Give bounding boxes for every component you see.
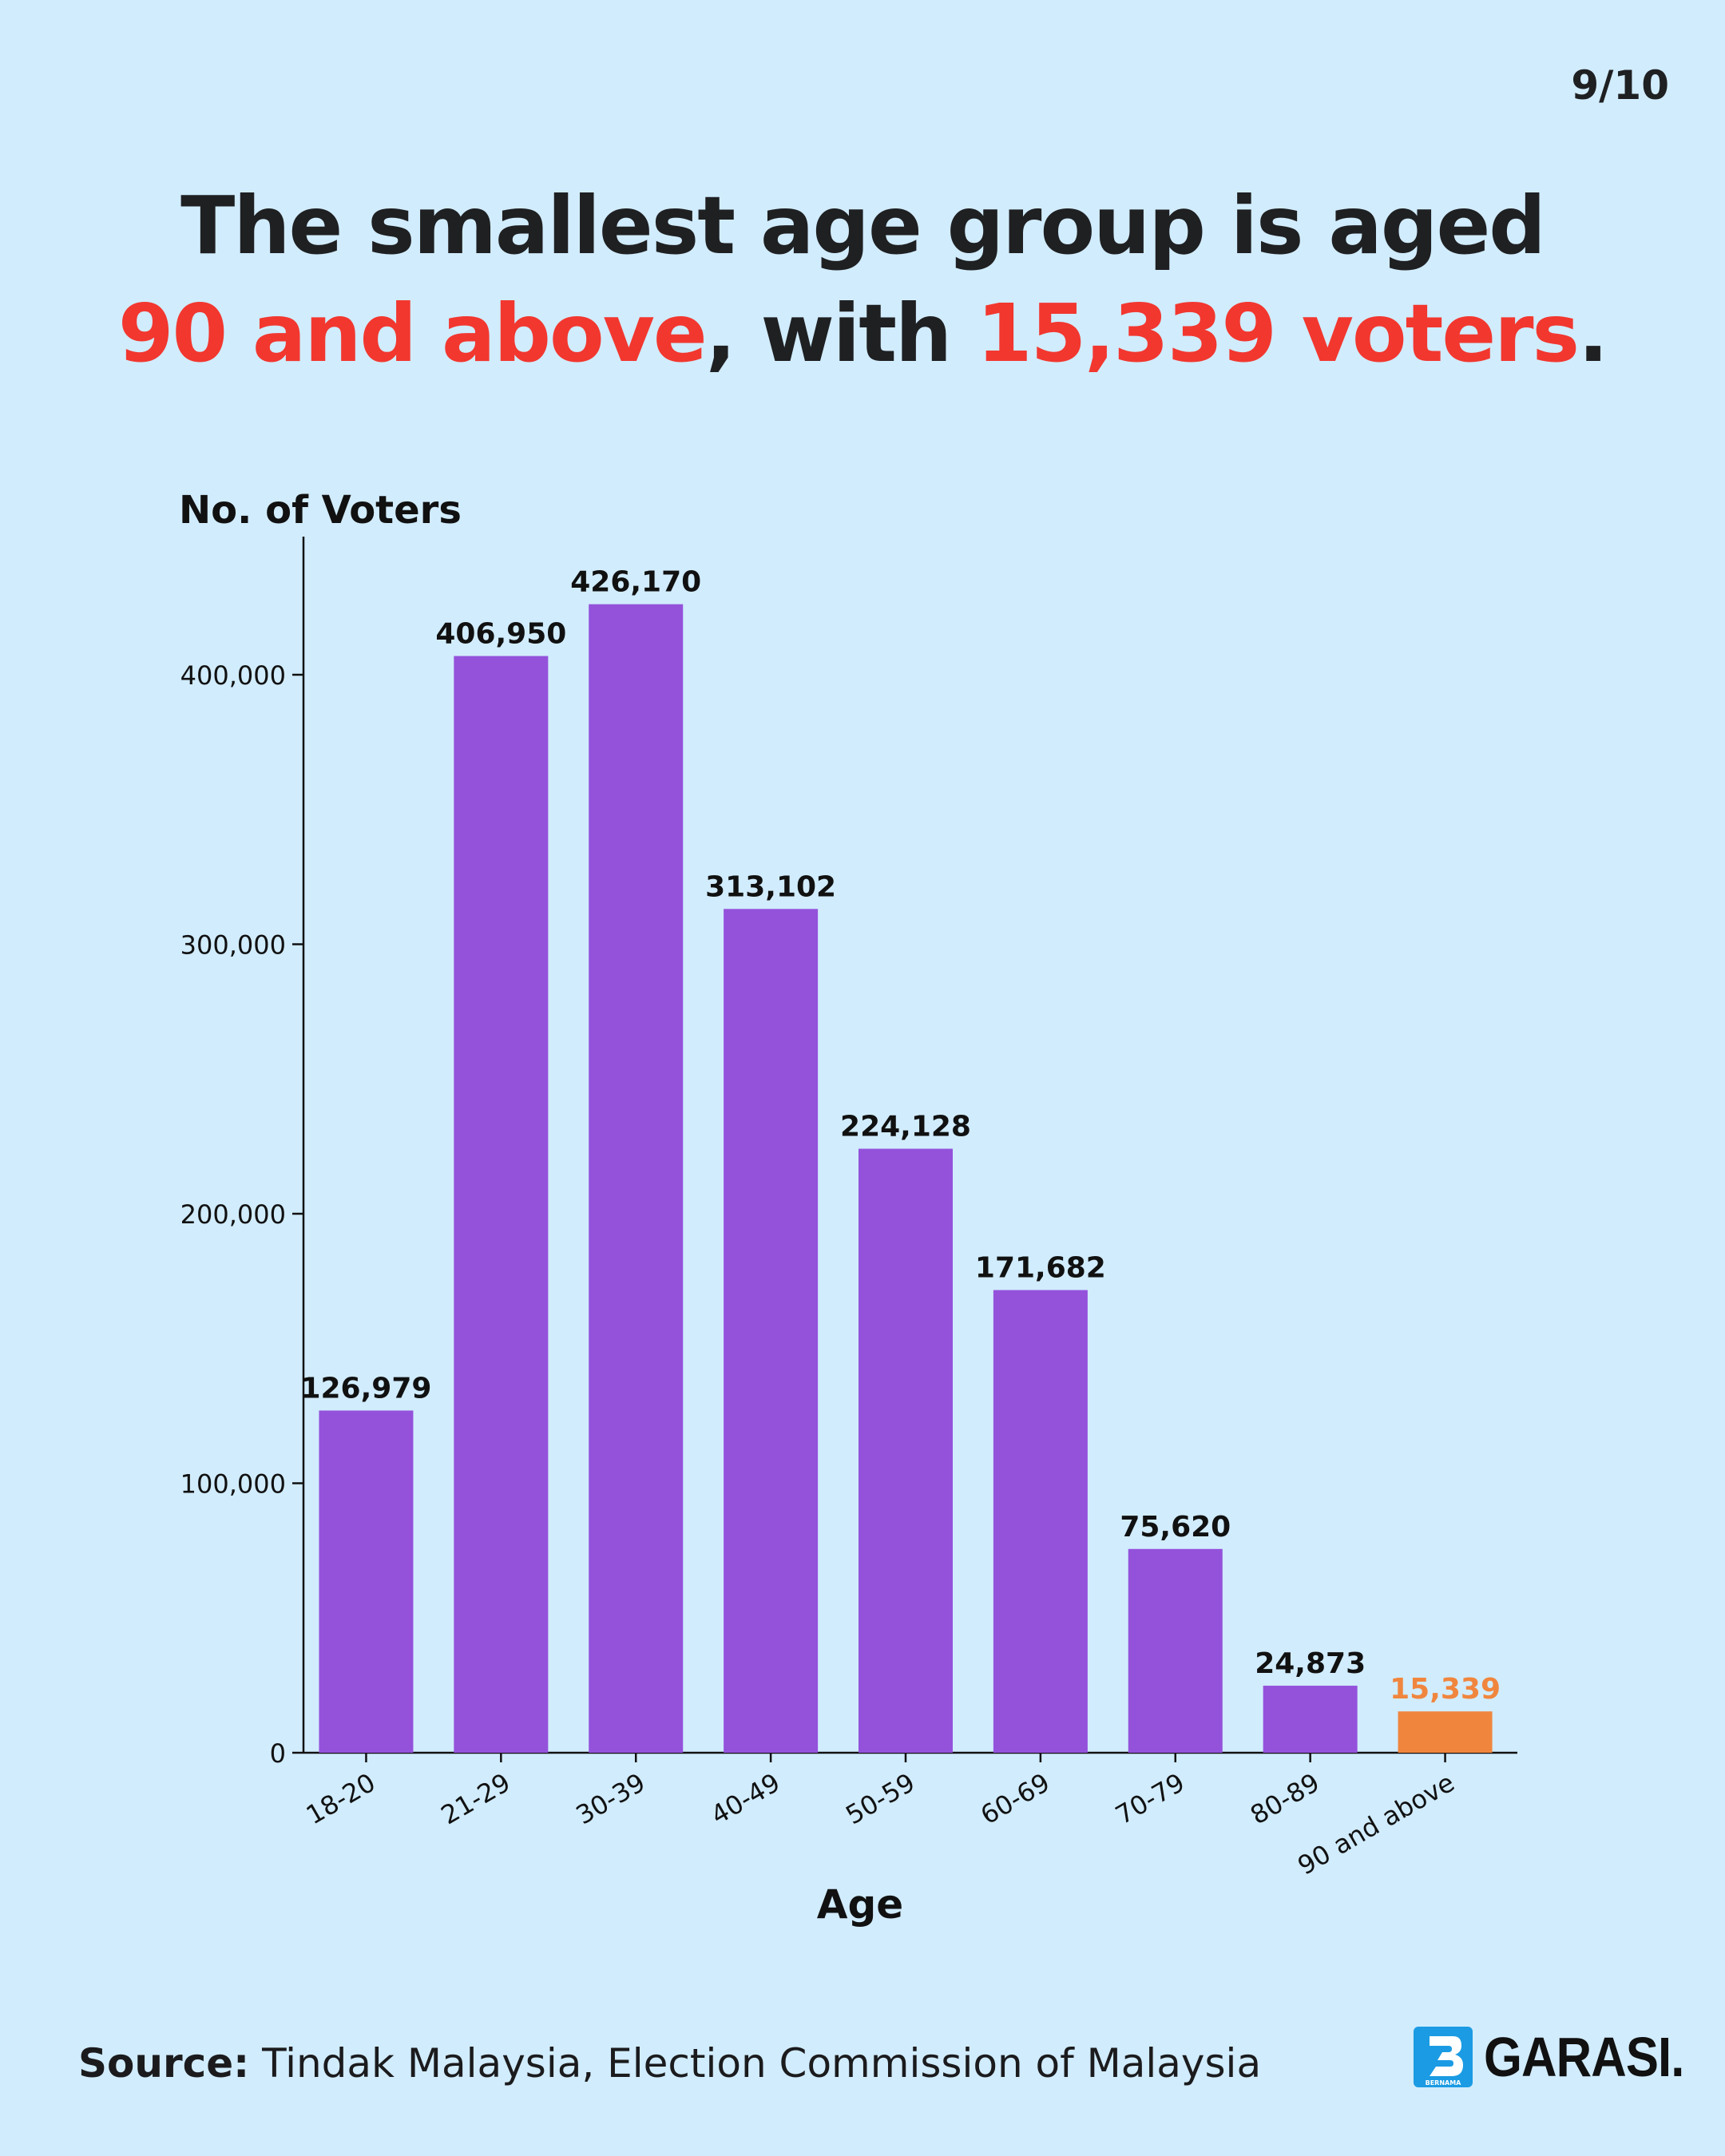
bar <box>319 1410 414 1753</box>
bar <box>1128 1548 1223 1753</box>
bar-value-label: 126,979 <box>300 1372 431 1405</box>
brand-logo: BERNAMA GARASI. <box>1414 2025 1711 2089</box>
page-counter: 9/10 <box>1571 62 1669 109</box>
y-tick-label: 400,000 <box>180 660 286 691</box>
bernama-b-logo-icon: BERNAMA <box>1414 2027 1473 2087</box>
bar <box>454 656 549 1754</box>
headline: The smallest age group is aged 90 and ab… <box>0 172 1725 387</box>
y-tick-label: 100,000 <box>180 1469 286 1500</box>
x-tick-label: 50-59 <box>840 1767 920 1830</box>
brand-wordmark: GARASI. <box>1484 2026 1684 2088</box>
bar-value-label: 426,170 <box>570 566 701 599</box>
headline-highlight-age: 90 and above <box>117 287 708 380</box>
source-note: Source: Tindak Malaysia, Election Commis… <box>78 2040 1261 2087</box>
x-tick-label: 70-79 <box>1110 1767 1190 1830</box>
bar-value-label: 24,873 <box>1255 1647 1366 1680</box>
highlight-bar <box>1398 1711 1493 1753</box>
bar-value-label: 224,128 <box>840 1111 971 1143</box>
x-tick-label: 18-20 <box>301 1767 381 1830</box>
bar <box>724 909 819 1753</box>
source-label: Source: <box>78 2040 250 2087</box>
y-tick-label: 0 <box>270 1738 286 1769</box>
x-tick-label: 60-69 <box>975 1767 1055 1830</box>
bar <box>589 604 684 1753</box>
x-tick-label: 40-49 <box>706 1767 786 1830</box>
bar-value-label: 75,620 <box>1120 1511 1231 1544</box>
brand-sub-label: BERNAMA <box>1426 2079 1462 2087</box>
x-tick-label: 80-89 <box>1245 1767 1325 1830</box>
headline-highlight-count: 15,339 voters <box>977 287 1580 380</box>
x-tick-label: 21-29 <box>436 1767 516 1830</box>
headline-period: . <box>1578 287 1608 380</box>
headline-connector: , with <box>705 287 978 380</box>
bar <box>993 1290 1088 1753</box>
y-tick-label: 300,000 <box>180 930 286 961</box>
bar-chart: No. of Voters 0 100,000 200,000 300,000 400,0… <box>179 488 1517 1928</box>
bar-value-label: 15,339 <box>1390 1673 1501 1706</box>
source-text: Tindak Malaysia, Election Commission of … <box>249 2040 1262 2087</box>
bar <box>859 1148 953 1753</box>
bar-value-label: 313,102 <box>705 870 836 903</box>
y-tick-label: 200,000 <box>180 1199 286 1230</box>
bar-value-label: 171,682 <box>975 1252 1106 1285</box>
bar <box>1263 1686 1358 1753</box>
y-axis-title: No. of Voters <box>179 488 462 533</box>
headline-line-2: 90 and above, with 15,339 voters. <box>0 279 1725 387</box>
x-tick-label: 30-39 <box>571 1767 651 1830</box>
x-axis-title: Age <box>817 1881 903 1928</box>
bar-value-label: 406,950 <box>435 618 566 651</box>
headline-line-1: The smallest age group is aged <box>180 179 1546 272</box>
